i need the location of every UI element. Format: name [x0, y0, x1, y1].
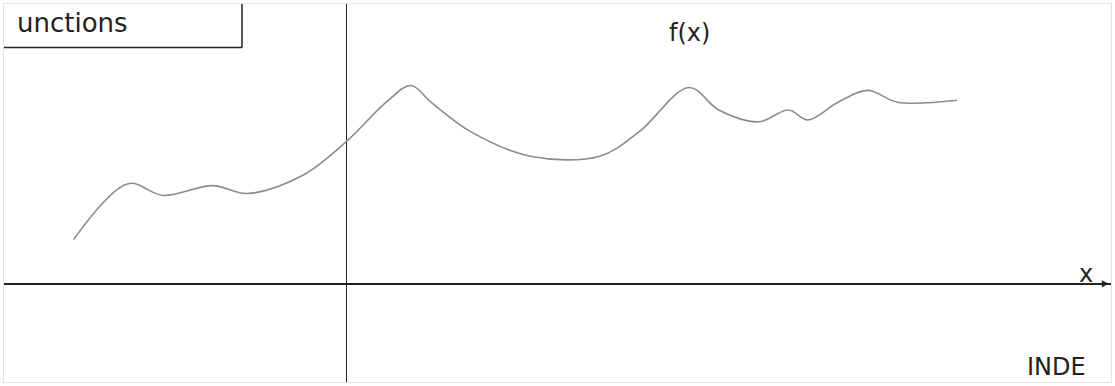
svg-text:INDE: INDE — [1027, 353, 1086, 381]
svg-text:unctions: unctions — [17, 8, 128, 38]
svg-text:f(x): f(x) — [669, 19, 710, 47]
svg-text:x: x — [1079, 260, 1093, 288]
